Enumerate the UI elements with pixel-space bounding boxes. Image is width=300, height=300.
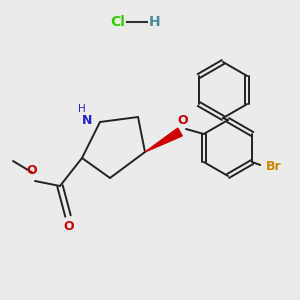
Text: N: N [82, 113, 92, 127]
Text: H: H [78, 104, 86, 114]
Text: Br: Br [266, 160, 281, 172]
Text: O: O [178, 113, 188, 127]
Text: Cl: Cl [111, 15, 125, 29]
Text: H: H [149, 15, 161, 29]
Polygon shape [145, 128, 182, 152]
Text: O: O [27, 164, 37, 178]
Text: O: O [64, 220, 74, 233]
